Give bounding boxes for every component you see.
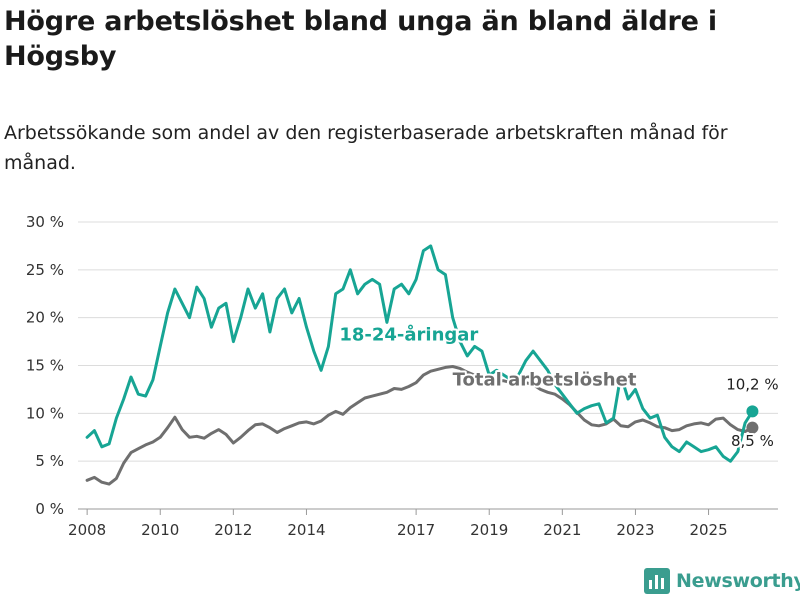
x-tick-label: 2010 [141, 521, 179, 539]
chart-title: Högre arbetslöshet bland unga än bland ä… [4, 6, 717, 72]
y-tick-label: 0 % [35, 500, 64, 518]
end-point-18-24-ringar [746, 405, 759, 418]
series-label: 18-24-åringar [339, 324, 478, 346]
x-tick-label: 2014 [287, 521, 325, 539]
y-tick-label: 5 % [35, 452, 64, 470]
series-layer [85, 244, 759, 486]
x-tick-label: 2012 [214, 521, 252, 539]
x-tick-label: 2019 [470, 521, 508, 539]
x-tick-label: 2017 [397, 521, 435, 539]
end-point-total-arbetsl-shet [746, 421, 759, 434]
chart-subtitle: Arbetssökande som andel av den registerb… [4, 122, 728, 174]
grid-layer [78, 221, 778, 510]
x-tick-label: 2025 [689, 521, 727, 539]
end-value-label: 10,2 % [726, 375, 778, 393]
end-value-label: 8,5 % [731, 432, 774, 450]
brand-name: Newsworthy [676, 570, 800, 592]
label-layer: 18-24-åringar Total arbetslöshet 10,2 % 8,5… [337, 322, 780, 452]
y-tick-label: 30 % [26, 213, 64, 231]
y-tick-label: 15 % [26, 357, 64, 375]
axis-layer: 0 % 5 % 10 % 15 % 20 % 25 % 30 % 2008 2010 2012 20… [26, 213, 728, 539]
y-tick-label: 25 % [26, 261, 64, 279]
series-line-18-24-ringar [85, 244, 754, 463]
series-line-total-arbetsl-shet [85, 365, 754, 486]
series-label: Total arbetslöshet [453, 370, 637, 391]
x-tick-label: 2021 [543, 521, 581, 539]
y-tick-label: 20 % [26, 309, 64, 327]
newsworthy-logo: Newsworthy [644, 568, 800, 594]
x-tick-label: 2008 [68, 521, 106, 539]
x-tick-label: 2023 [616, 521, 654, 539]
y-tick-label: 10 % [26, 404, 64, 422]
bar-chart-icon [644, 568, 670, 594]
